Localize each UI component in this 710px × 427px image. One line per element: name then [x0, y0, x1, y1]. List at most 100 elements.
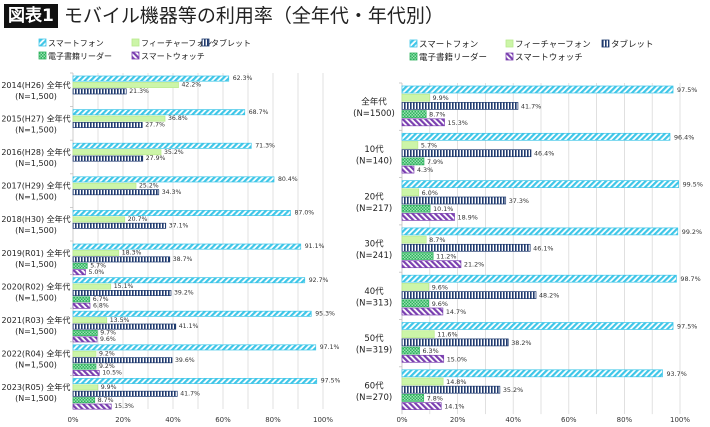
legend-item-tablet: タブレット: [201, 38, 251, 48]
bar-ereader: [72, 262, 88, 269]
page-title: モバイル機器等の利用率（全年代・年代別）: [63, 5, 444, 27]
legend-label: 電子書籍リーダー: [419, 52, 487, 63]
category-group: 2022(R04) 全年代 (N=1,500) 97.1% 9.2% 39.6% 9.2%…: [2, 341, 340, 377]
data-label-featurephone: 9.9%: [101, 384, 117, 391]
x-tick-label: 20%: [450, 416, 466, 424]
bar-tablet: [72, 290, 172, 296]
legend-label: スマートフォン: [48, 39, 104, 48]
legend-swatch-featurephone: [505, 39, 514, 48]
data-label-ereader: 8.7%: [429, 111, 445, 119]
data-label-ereader: 9.2%: [99, 363, 115, 370]
category-group: 60代 (N=270) 93.7% 14.8% 35.2% 7.8%14.1%: [356, 366, 687, 411]
bar-featurephone: [401, 377, 444, 386]
legend-label: スマートフォン: [419, 40, 478, 50]
data-label-smartwatch: 15.3%: [448, 119, 468, 127]
legend-swatch-ereader: [409, 52, 418, 61]
data-label-featurephone: 13.5%: [110, 317, 130, 324]
data-label-smartphone: 97.5%: [677, 323, 697, 331]
category-sample-size: (N=1,500): [15, 361, 57, 370]
bar-featurephone: [72, 82, 179, 88]
x-tick-label: 80%: [617, 416, 633, 424]
bar-ereader: [401, 394, 425, 402]
bar-smartphone: [72, 277, 306, 284]
data-label-featurephone: 14.8%: [446, 378, 466, 386]
category-label: 2020(R02) 全年代: [2, 281, 71, 291]
legend-item-ereader: 電子書籍リーダー: [409, 52, 487, 63]
category-sample-size: (N=140): [356, 156, 392, 166]
category-sample-size: (N=1,500): [15, 159, 57, 168]
legend-label: スマートウォッチ: [515, 53, 583, 63]
data-label-featurephone: 35.2%: [164, 149, 184, 156]
data-label-featurephone: 5.7%: [421, 142, 437, 150]
category-label: 20代: [364, 191, 384, 202]
data-label-tablet: 46.1%: [533, 244, 553, 252]
category-group: 2014(H26) 全年代 (N=1,500) 62.3% 42.2% 21.3%: [1, 72, 253, 101]
category-sample-size: (N=217): [356, 204, 392, 214]
bar-smartphone: [401, 369, 663, 378]
bar-tablet: [72, 155, 144, 162]
bar-featurephone: [72, 384, 99, 391]
x-tick-label: 20%: [115, 416, 131, 424]
data-label-ereader: 10.1%: [433, 205, 453, 213]
bar-tablet: [401, 385, 501, 394]
data-label-featurephone: 42.2%: [182, 82, 202, 89]
legend-swatch-featurephone: [131, 38, 140, 47]
data-label-smartphone: 92.7%: [309, 277, 329, 284]
category-group: 全年代(N=1500) 97.5% 9.9% 41.7% 8.7%15.3%: [353, 82, 697, 127]
bar-smartphone: [72, 109, 246, 116]
bar-featurephone: [72, 182, 137, 189]
bar-featurephone: [72, 350, 97, 357]
category-group: 2023(R05) 全年代 (N=1,500) 97.5% 9.9% 41.7% 8.7%…: [2, 374, 341, 410]
category-sample-size: (N=1,500): [15, 193, 57, 202]
data-label-featurephone: 8.7%: [429, 236, 445, 244]
category-group: 2016(H28) 全年代 (N=1,500) 71.3% 35.2%27.9%: [1, 139, 275, 168]
bar-smartwatch: [72, 302, 91, 309]
legend-item-smartwatch: スマートウォッチ: [131, 51, 205, 61]
bar-tablet: [72, 256, 171, 263]
category-group: 40代(N=313)98.7%9.6%48.2%9.6%14.7%: [356, 271, 701, 316]
legend-label: フィーチャーフォン: [515, 40, 591, 50]
category-group: 2015(H27) 全年代 (N=1,500) 68.7% 36.8%27.7%: [1, 106, 269, 134]
data-label-featurephone: 18.3%: [122, 250, 142, 257]
bar-ereader: [72, 397, 96, 404]
category-sample-size: (N=241): [356, 251, 392, 261]
category-label: 2018(H30) 全年代: [1, 214, 70, 224]
bar-tablet: [72, 222, 167, 229]
bar-smartwatch: [72, 403, 112, 410]
legend-swatch-smartphone: [38, 38, 47, 47]
bar-featurephone: [401, 188, 420, 197]
bar-smartwatch: [401, 118, 445, 127]
bar-tablet: [72, 357, 173, 364]
bar-smartwatch: [72, 336, 98, 343]
data-label-featurephone: 20.7%: [128, 216, 148, 223]
data-label-ereader: 7.9%: [427, 158, 443, 166]
data-label-smartphone: 98.7%: [680, 275, 700, 283]
data-label-tablet: 38.7%: [173, 256, 193, 263]
data-label-smartphone: 68.7%: [249, 109, 269, 116]
data-label-smartphone: 80.4%: [278, 176, 298, 183]
data-label-smartphone: 95.3%: [315, 310, 335, 317]
data-label-smartwatch: 5.0%: [89, 269, 105, 276]
x-tick-label: 60%: [561, 416, 577, 424]
data-label-smartphone: 97.5%: [321, 378, 341, 385]
data-label-ereader: 9.7%: [100, 330, 116, 337]
category-label: 40代: [364, 286, 384, 297]
category-label: 2023(R05) 全年代: [2, 382, 71, 392]
bar-tablet: [401, 243, 531, 252]
data-label-ereader: 6.7%: [93, 296, 109, 303]
category-label: 2019(R01) 全年代: [2, 248, 71, 258]
bar-smartphone: [72, 344, 317, 351]
data-label-tablet: 39.2%: [174, 290, 194, 297]
bar-smartwatch: [401, 307, 444, 316]
legend-item-smartphone: スマートフォン: [409, 39, 478, 50]
legend-label: タブレット: [211, 38, 251, 48]
data-label-smartphone: 93.7%: [666, 370, 686, 378]
data-label-featurephone: 15.1%: [114, 283, 134, 290]
legend-label: スマートウォッチ: [141, 52, 205, 61]
category-sample-size: (N=270): [356, 393, 392, 403]
category-label: 2015(H27) 全年代: [1, 113, 70, 123]
data-label-ereader: 6.3%: [423, 347, 439, 355]
category-sample-size: (N=319): [356, 346, 392, 356]
bar-ereader: [401, 110, 427, 118]
bar-smartphone: [72, 210, 291, 216]
